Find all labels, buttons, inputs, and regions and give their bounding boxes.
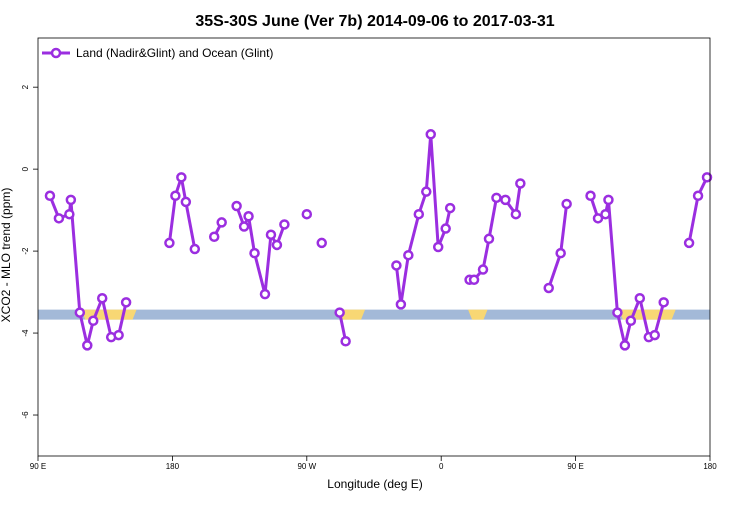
x-axis-label: Longitude (deg E) bbox=[327, 477, 422, 491]
data-point bbox=[561, 198, 572, 210]
data-point bbox=[432, 241, 444, 253]
data-point bbox=[634, 292, 646, 304]
data-point bbox=[413, 208, 425, 220]
data-point bbox=[603, 194, 614, 206]
data-point bbox=[585, 190, 596, 202]
data-point bbox=[231, 200, 242, 212]
y-tick-label: -4 bbox=[21, 329, 30, 337]
plot-frame bbox=[37, 37, 711, 457]
series-line bbox=[394, 132, 452, 306]
data-point bbox=[683, 237, 695, 249]
data-point bbox=[491, 192, 502, 204]
data-point bbox=[238, 221, 250, 232]
data-point bbox=[96, 292, 108, 304]
data-point bbox=[444, 202, 456, 214]
data-point bbox=[180, 196, 192, 208]
series-line bbox=[687, 176, 709, 244]
x-tick-label: 90 E bbox=[567, 462, 583, 471]
data-point bbox=[692, 190, 704, 202]
data-point bbox=[395, 299, 407, 310]
data-point bbox=[74, 307, 86, 318]
data-point bbox=[483, 233, 495, 245]
x-tick-label: 180 bbox=[166, 462, 180, 471]
data-point bbox=[701, 172, 713, 183]
data-point bbox=[189, 243, 201, 255]
data-point bbox=[440, 223, 451, 234]
data-point bbox=[477, 264, 489, 275]
y-tick-label: -6 bbox=[21, 411, 30, 419]
y-tick-label: -2 bbox=[21, 247, 30, 255]
data-point bbox=[316, 237, 327, 249]
x-tick-label: 90 E bbox=[30, 462, 46, 471]
data-point bbox=[468, 274, 480, 286]
data-point bbox=[658, 297, 669, 308]
data-point bbox=[64, 208, 75, 220]
data-point bbox=[176, 172, 187, 183]
x-tick-label: 0 bbox=[439, 462, 444, 471]
legend-marker-swatch bbox=[50, 47, 62, 59]
data-point bbox=[619, 340, 631, 351]
data-point bbox=[543, 282, 554, 294]
data-point bbox=[208, 231, 220, 243]
plot-area bbox=[38, 129, 713, 351]
data-point bbox=[500, 194, 511, 206]
reference-band bbox=[38, 309, 710, 320]
data-point bbox=[510, 208, 522, 220]
data-point bbox=[120, 297, 132, 308]
data-point bbox=[555, 247, 566, 259]
data-point bbox=[403, 249, 414, 261]
y-axis-ticks: 2 0 -2 -4 -6 bbox=[21, 84, 38, 419]
data-point bbox=[421, 186, 432, 197]
data-point bbox=[625, 315, 637, 327]
y-tick-label: 2 bbox=[21, 84, 30, 89]
data-point bbox=[279, 219, 290, 230]
data-point bbox=[44, 190, 56, 202]
data-point bbox=[249, 247, 260, 259]
legend: Land (Nadir&Glint) and Ocean (Glint) bbox=[42, 46, 273, 60]
data-point bbox=[265, 229, 277, 240]
data-point bbox=[113, 329, 124, 341]
data-point bbox=[612, 307, 623, 318]
data-point bbox=[515, 178, 526, 189]
data-point bbox=[259, 288, 271, 300]
x-axis-ticks: 90 E 180 90 W 0 90 E 180 bbox=[30, 456, 717, 471]
x-tick-label: 90 W bbox=[297, 462, 316, 471]
y-tick-label: 0 bbox=[21, 166, 30, 171]
x-tick-label: 180 bbox=[703, 462, 717, 471]
data-point bbox=[216, 217, 227, 228]
chart-title: 35S-30S June (Ver 7b) 2014-09-06 to 2017… bbox=[195, 13, 554, 30]
data-point bbox=[82, 340, 93, 351]
data-point bbox=[592, 213, 604, 224]
data-point bbox=[649, 329, 660, 341]
data-point bbox=[164, 237, 175, 249]
series-line bbox=[167, 175, 197, 250]
land-segment bbox=[468, 309, 488, 320]
data-point bbox=[425, 129, 436, 140]
data-point bbox=[391, 260, 402, 271]
data-point bbox=[65, 194, 77, 206]
data-point bbox=[271, 239, 283, 251]
data-point bbox=[88, 315, 99, 327]
data-point bbox=[243, 211, 254, 222]
data-point bbox=[301, 208, 313, 220]
data-point bbox=[53, 213, 65, 224]
data-point bbox=[600, 208, 611, 220]
y-axis-label: XCO2 - MLO trend (ppm) bbox=[0, 188, 13, 323]
legend-label: Land (Nadir&Glint) and Ocean (Glint) bbox=[76, 46, 273, 60]
series-line bbox=[547, 203, 569, 289]
data-point bbox=[170, 190, 181, 202]
data-point bbox=[340, 336, 351, 347]
data-point bbox=[334, 307, 345, 318]
